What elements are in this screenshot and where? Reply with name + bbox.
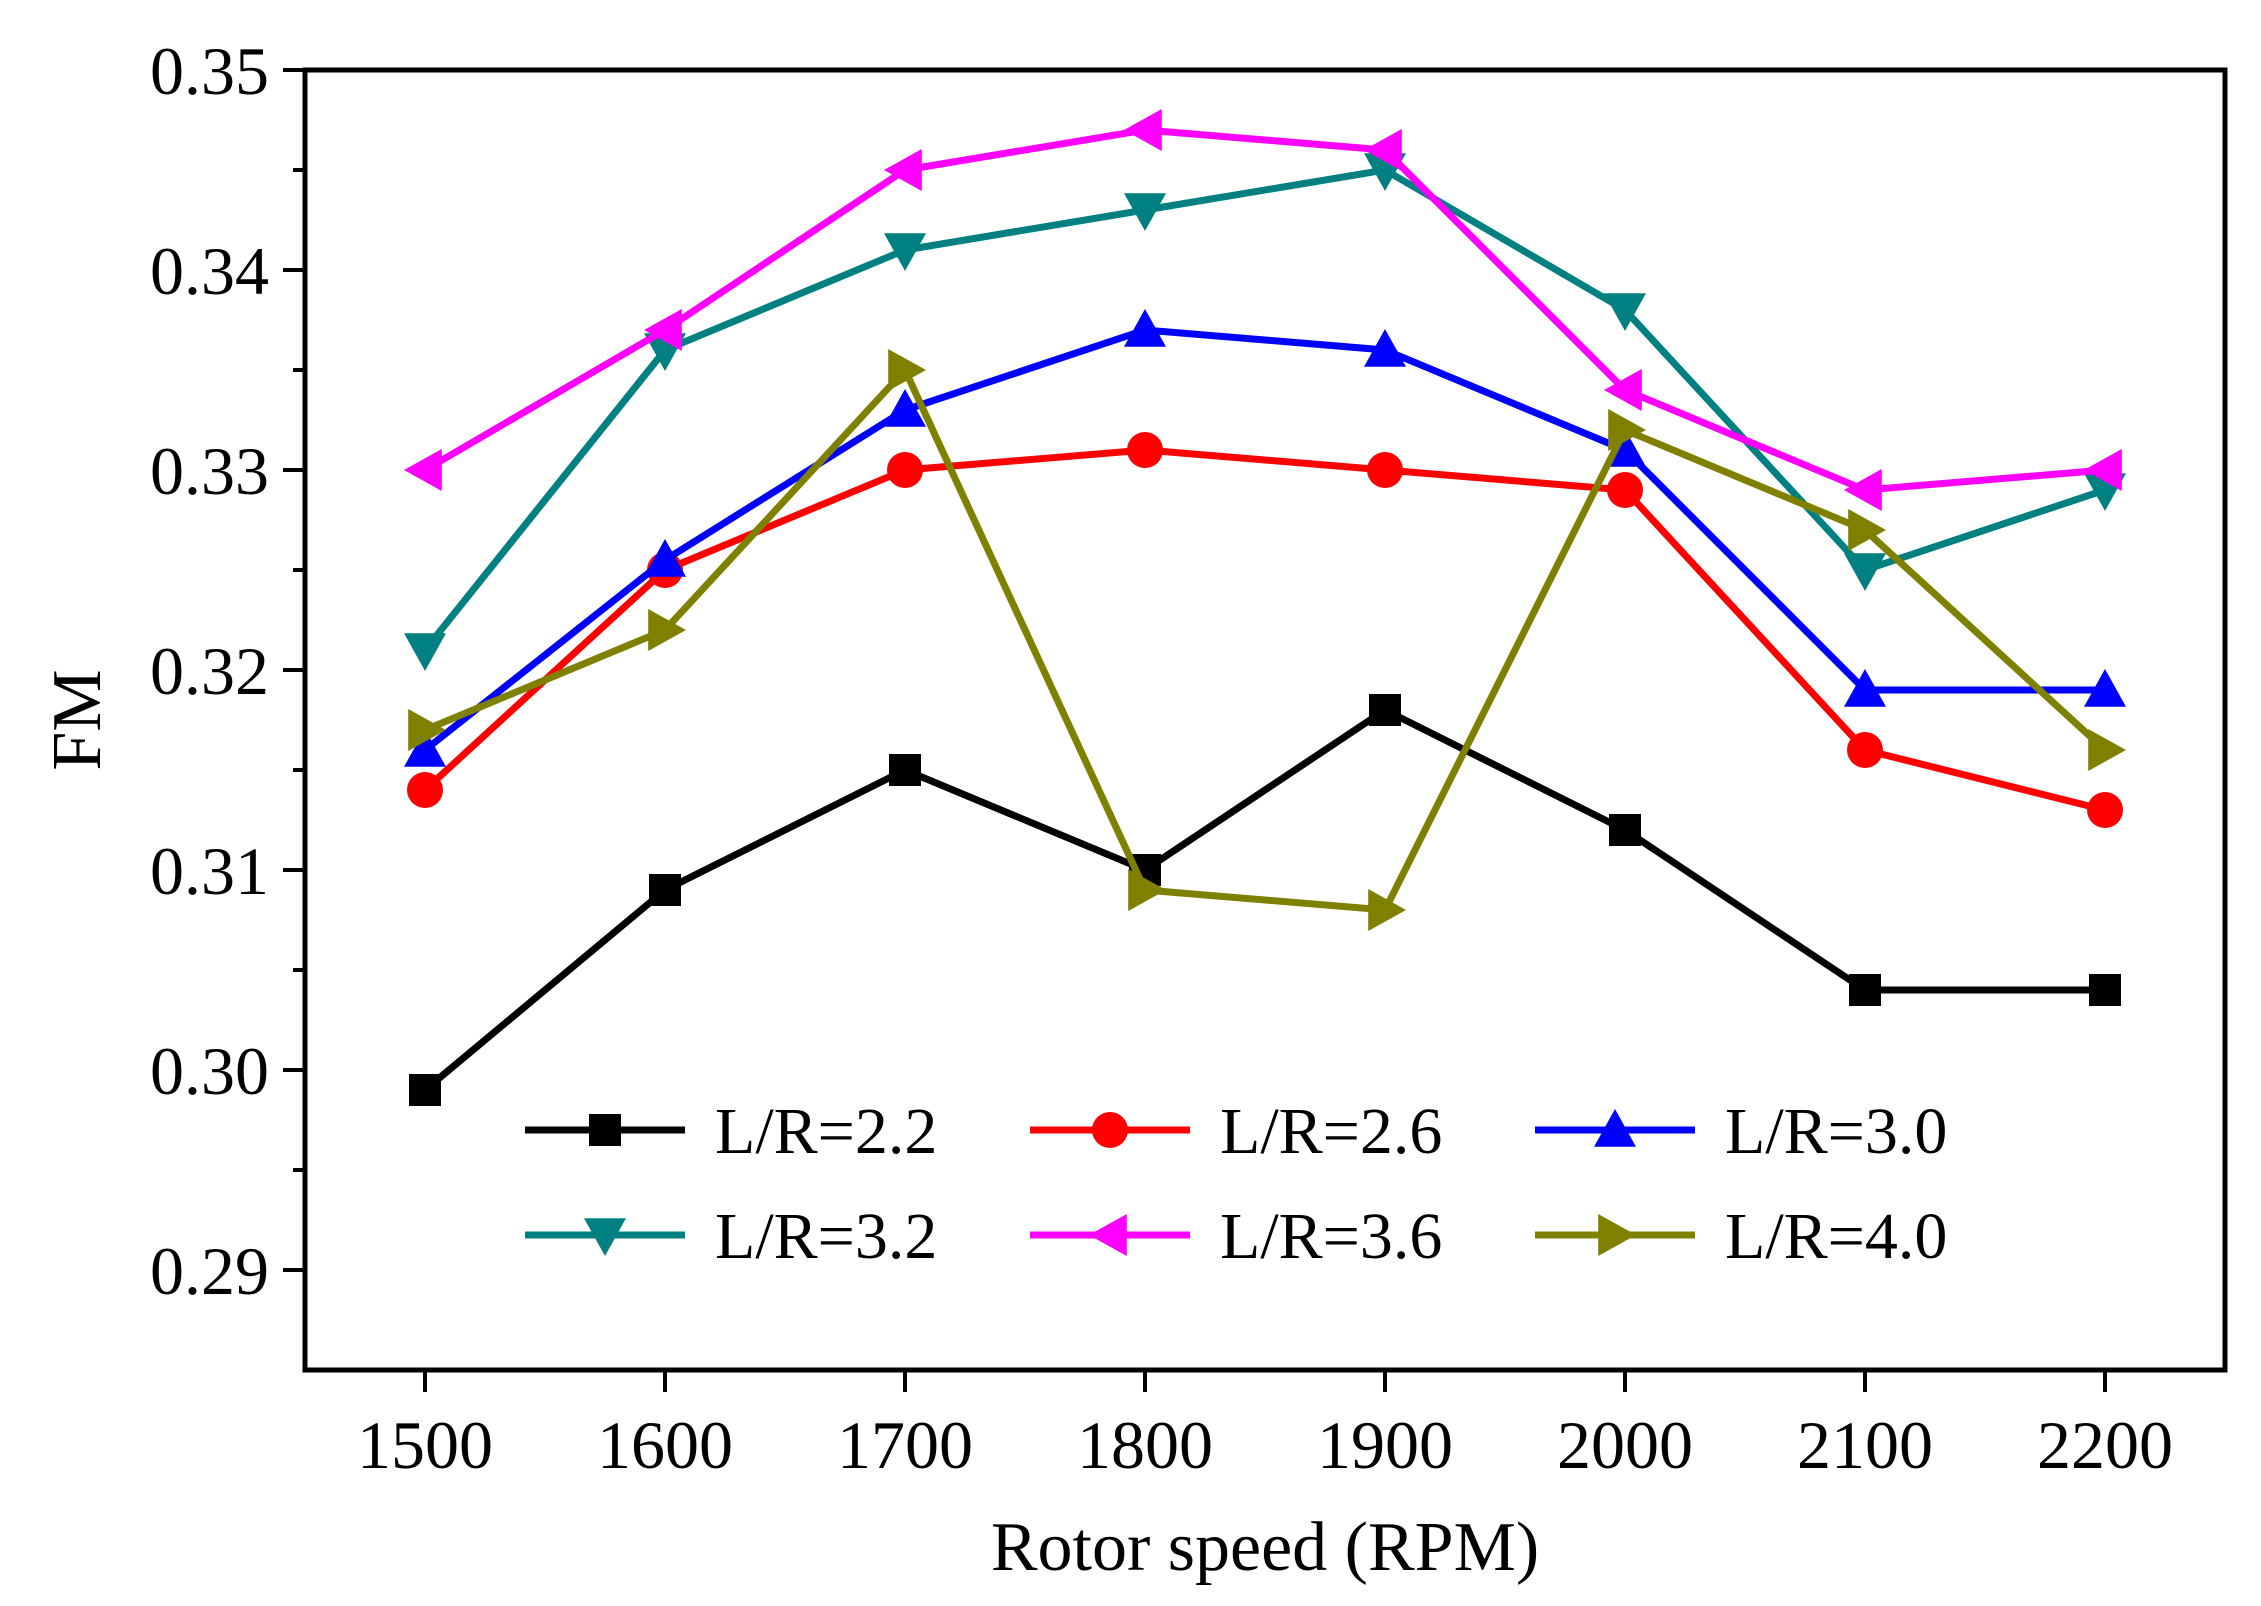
legend-item: L/R=2.6	[1030, 1095, 1442, 1168]
legend-marker	[1594, 1109, 1636, 1147]
data-point	[1847, 732, 1883, 768]
series-layer	[404, 109, 2126, 1106]
data-point	[407, 772, 443, 808]
y-tick-label: 0.32	[150, 633, 269, 709]
data-point	[1604, 293, 1646, 331]
series-line	[422, 166, 2107, 653]
series-line	[422, 326, 2105, 753]
data-point	[2084, 449, 2122, 491]
legend-marker	[589, 1114, 621, 1146]
series-l-r-2-6	[407, 432, 2123, 828]
legend-item: L/R=3.2	[525, 1200, 937, 1273]
x-tick-label: 2000	[1557, 1407, 1693, 1483]
data-point	[1844, 553, 1886, 591]
x-tick-label: 1800	[1077, 1407, 1213, 1483]
legend-label: L/R=2.2	[715, 1095, 937, 1168]
data-point	[408, 709, 446, 751]
legend-label: L/R=2.6	[1220, 1095, 1442, 1168]
y-tick-label: 0.29	[150, 1233, 269, 1309]
x-tick-label: 1900	[1317, 1407, 1453, 1483]
legend-marker	[584, 1218, 626, 1256]
data-point	[648, 609, 686, 651]
data-point	[1364, 329, 1406, 367]
legend: L/R=2.2 L/R=2.6 L/R=3.0 L/R=3.2 L/R=3.6 L/R=4…	[525, 1095, 1947, 1273]
data-point	[1844, 469, 1882, 511]
legend-item: L/R=2.2	[525, 1095, 937, 1168]
series-l-r-3-2	[404, 153, 2126, 671]
data-point	[1604, 369, 1642, 411]
x-tick-label: 1600	[597, 1407, 733, 1483]
data-point	[644, 309, 682, 351]
y-tick-label: 0.31	[150, 833, 269, 909]
data-point	[888, 349, 926, 391]
legend-label: L/R=3.6	[1220, 1200, 1442, 1273]
legend-marker	[1089, 1214, 1127, 1256]
data-point	[1124, 193, 1166, 231]
data-point	[1128, 869, 1166, 911]
legend-label: L/R=3.2	[715, 1200, 937, 1273]
data-point	[404, 449, 442, 491]
data-point	[409, 1074, 441, 1106]
legend-label: L/R=3.0	[1725, 1095, 1947, 1168]
x-tick-label: 1700	[837, 1407, 973, 1483]
x-axis-title: Rotor speed (RPM)	[991, 1509, 1539, 1586]
legend-item: L/R=3.6	[1030, 1200, 1442, 1273]
y-axis-title: FM	[39, 669, 116, 770]
x-tick-label: 2100	[1797, 1407, 1933, 1483]
data-point	[1609, 814, 1641, 846]
legend-marker	[1598, 1214, 1636, 1256]
data-point	[1124, 309, 1166, 347]
data-point	[889, 754, 921, 786]
data-point	[1844, 669, 1886, 707]
data-point	[1849, 974, 1881, 1006]
series-line	[423, 363, 2108, 914]
x-tick-label: 2200	[2037, 1407, 2173, 1483]
data-point	[887, 452, 923, 488]
data-point	[1608, 409, 1646, 451]
data-point	[404, 729, 446, 767]
legend-item: L/R=4.0	[1535, 1200, 1947, 1273]
data-point	[1127, 432, 1163, 468]
data-point	[884, 233, 926, 271]
series-l-r-4-0	[408, 349, 2126, 931]
data-point	[2088, 729, 2126, 771]
series-l-r-2-2	[409, 694, 2121, 1106]
data-point	[1367, 452, 1403, 488]
y-tick-label: 0.33	[150, 433, 269, 509]
series-line	[422, 446, 2106, 814]
legend-item: L/R=3.0	[1535, 1095, 1947, 1168]
data-point	[2087, 792, 2123, 828]
data-point	[1364, 129, 1402, 171]
data-point	[1848, 509, 1886, 551]
legend-marker	[1092, 1112, 1128, 1148]
series-line	[423, 126, 2106, 494]
data-point	[1368, 889, 1406, 931]
data-point	[884, 389, 926, 427]
y-tick-label: 0.34	[150, 233, 269, 309]
y-tick-label: 0.35	[150, 33, 269, 109]
data-point	[2084, 669, 2126, 707]
data-point	[644, 539, 686, 577]
data-point	[1124, 109, 1162, 151]
axes: 1500 1600 1700 1800 1900 2000 2100 2200 0.29 0.30…	[150, 33, 2228, 1483]
data-point	[649, 874, 681, 906]
x-tick-label: 1500	[357, 1407, 493, 1483]
plot-frame	[302, 67, 2228, 1373]
series-l-r-3-6	[404, 109, 2122, 511]
data-point	[404, 633, 446, 671]
data-point	[1607, 472, 1643, 508]
data-point	[1369, 694, 1401, 726]
y-tick-label: 0.30	[150, 1033, 269, 1109]
data-point	[884, 149, 922, 191]
series-line	[422, 705, 2105, 1093]
data-point	[2089, 974, 2121, 1006]
legend-label: L/R=4.0	[1725, 1200, 1947, 1273]
